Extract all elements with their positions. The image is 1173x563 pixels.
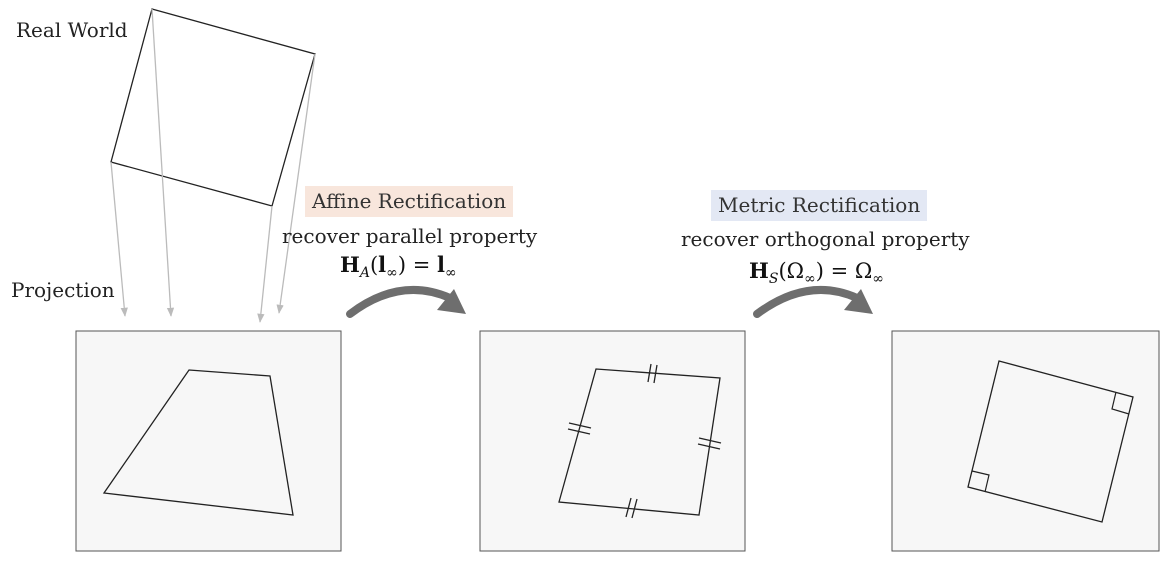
real-world-square (110, 8, 316, 207)
metric-rectification-title: Metric Rectification (711, 190, 928, 221)
affine-formula: HA(l∞) = l∞ (340, 252, 457, 282)
real-world-label: Real World (16, 18, 128, 42)
formula-rhs: Ω (854, 259, 873, 283)
formula-rhs-infinity: ∞ (444, 265, 457, 282)
metric-formula: HS(Ω∞) = Ω∞ (749, 258, 884, 288)
formula-infinity: ∞ (804, 271, 816, 288)
metric-curved-arrow (753, 285, 873, 318)
parallel-tick-marks (567, 363, 722, 519)
projection-line (151, 8, 175, 317)
projective-quadrilateral (102, 369, 294, 516)
projection-line (276, 53, 316, 314)
formula-h: H (749, 258, 769, 283)
rectified-square (967, 360, 1134, 523)
formula-infinity: ∞ (386, 265, 398, 282)
projection-line (257, 205, 273, 323)
affine-rectification-subtitle: recover parallel property (282, 224, 538, 248)
affine-rectified-panel (479, 330, 746, 552)
parallelogram (558, 368, 721, 516)
projected-image-panel (75, 330, 342, 552)
right-angle-marks (971, 391, 1130, 493)
formula-argument: Ω (786, 259, 805, 283)
projection-label: Projection (11, 278, 115, 302)
formula-rhs: l (436, 252, 445, 277)
formula-argument: l (378, 252, 387, 277)
projection-lines (110, 8, 316, 323)
affine-curved-arrow (346, 285, 466, 318)
formula-rhs-infinity: ∞ (872, 271, 884, 288)
metric-rectified-panel (891, 330, 1160, 552)
metric-rectification-subtitle: recover orthogonal property (681, 227, 970, 251)
affine-rectification-title: Affine Rectification (305, 186, 514, 217)
formula-h: H (340, 252, 360, 277)
projection-line (110, 161, 128, 317)
formula-subscript: S (768, 271, 779, 288)
formula-subscript: A (359, 265, 370, 282)
